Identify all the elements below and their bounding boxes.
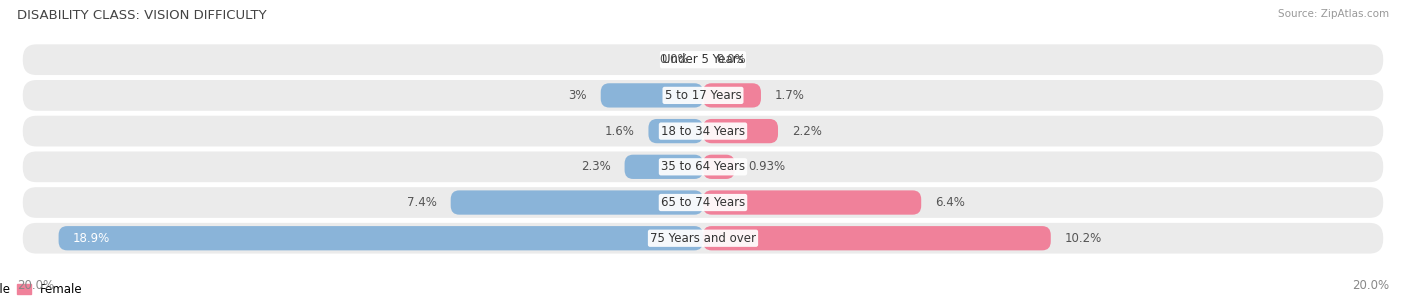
Legend: Male, Female: Male, Female: [0, 283, 83, 296]
Text: 35 to 64 Years: 35 to 64 Years: [661, 160, 745, 173]
Text: 7.4%: 7.4%: [408, 196, 437, 209]
FancyBboxPatch shape: [600, 83, 703, 108]
Text: 10.2%: 10.2%: [1064, 232, 1102, 245]
Text: 20.0%: 20.0%: [17, 279, 53, 292]
Text: 18 to 34 Years: 18 to 34 Years: [661, 125, 745, 138]
FancyBboxPatch shape: [703, 119, 778, 143]
Text: 2.2%: 2.2%: [792, 125, 821, 138]
FancyBboxPatch shape: [703, 155, 735, 179]
FancyBboxPatch shape: [703, 83, 761, 108]
FancyBboxPatch shape: [22, 80, 1384, 111]
FancyBboxPatch shape: [624, 155, 703, 179]
FancyBboxPatch shape: [22, 223, 1384, 254]
Text: 3%: 3%: [568, 89, 588, 102]
Text: 1.7%: 1.7%: [775, 89, 804, 102]
Text: Under 5 Years: Under 5 Years: [662, 53, 744, 66]
Text: 1.6%: 1.6%: [605, 125, 636, 138]
Text: 65 to 74 Years: 65 to 74 Years: [661, 196, 745, 209]
FancyBboxPatch shape: [59, 226, 703, 250]
FancyBboxPatch shape: [22, 116, 1384, 147]
FancyBboxPatch shape: [22, 151, 1384, 182]
Text: 0.0%: 0.0%: [717, 53, 747, 66]
Text: 20.0%: 20.0%: [1353, 279, 1389, 292]
FancyBboxPatch shape: [451, 190, 703, 215]
Text: 2.3%: 2.3%: [581, 160, 612, 173]
Text: 18.9%: 18.9%: [72, 232, 110, 245]
FancyBboxPatch shape: [703, 190, 921, 215]
FancyBboxPatch shape: [703, 226, 1050, 250]
Text: 5 to 17 Years: 5 to 17 Years: [665, 89, 741, 102]
Text: 0.0%: 0.0%: [659, 53, 689, 66]
FancyBboxPatch shape: [648, 119, 703, 143]
Text: DISABILITY CLASS: VISION DIFFICULTY: DISABILITY CLASS: VISION DIFFICULTY: [17, 9, 267, 22]
FancyBboxPatch shape: [22, 44, 1384, 75]
FancyBboxPatch shape: [22, 187, 1384, 218]
Text: Source: ZipAtlas.com: Source: ZipAtlas.com: [1278, 9, 1389, 19]
Text: 0.93%: 0.93%: [748, 160, 786, 173]
Text: 6.4%: 6.4%: [935, 196, 965, 209]
Text: 75 Years and over: 75 Years and over: [650, 232, 756, 245]
